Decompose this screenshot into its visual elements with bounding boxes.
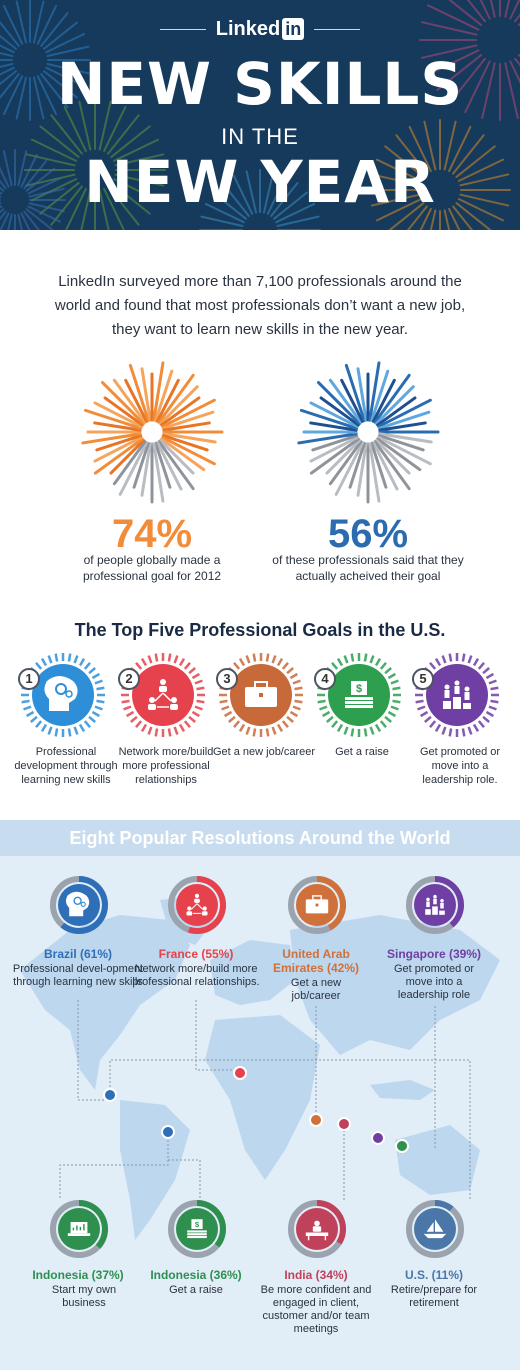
header-banner: Linked in NEW SKILLS IN THE NEW YEAR [0, 0, 520, 230]
goal-label: Network more/build more professional rel… [118, 746, 214, 786]
resolution-text: Start my own business [51, 1284, 117, 1309]
resolution-country: Indonesia (37%) [32, 1268, 124, 1282]
laptop-icon [50, 1200, 108, 1258]
resolution-text: Retire/prepare for retirement [390, 1284, 478, 1309]
resolution-text: Get a new job/career [290, 977, 342, 1002]
money-icon: $ [317, 653, 401, 737]
resolution-country: France (55%) [158, 947, 234, 961]
resolution-country: India (34%) [284, 1268, 348, 1282]
goal-number: 2 [118, 668, 140, 690]
goal-label: Get a raise [335, 746, 389, 758]
goal-label: Get a new job/career [212, 746, 316, 758]
headline-line1: NEW SKILLS [56, 50, 464, 118]
goal-number: 5 [412, 668, 434, 690]
podium-icon [406, 876, 464, 934]
head-gears-icon [50, 876, 108, 934]
world-title: Eight Popular Resolutions Around the Wor… [0, 820, 520, 856]
sailboat-icon [406, 1200, 464, 1258]
stat-74-description: of people globally made a professional g… [82, 553, 222, 583]
goals-title: The Top Five Professional Goals in the U… [74, 620, 446, 640]
head-gears-icon [21, 653, 105, 737]
network-people-icon [121, 653, 205, 737]
podium-icon [415, 653, 499, 737]
money-icon: $ [168, 1200, 226, 1258]
resolution-text: Be more confident and engaged in client,… [260, 1284, 372, 1335]
goal-number: 4 [314, 668, 336, 690]
goal-label: Professional development through learnin… [14, 746, 118, 786]
resolution-country: Singapore (39%) [386, 947, 482, 961]
world-map [20, 895, 500, 1240]
stat-56-value: 56% [327, 512, 409, 556]
network-people-icon [168, 876, 226, 934]
resolution-text: Professional devel-opment through learni… [12, 963, 144, 988]
svg-text:$: $ [195, 1220, 200, 1229]
briefcase-icon [288, 876, 346, 934]
headline-line3: NEW YEAR [84, 148, 436, 216]
goal-label: Get promoted or move into a leadership r… [419, 746, 501, 786]
resolution-country: U.S. (11%) [404, 1268, 464, 1282]
linkedin-logo: Linked in [0, 18, 520, 41]
world-section: Eight Popular Resolutions Around the Wor… [0, 820, 520, 1370]
meeting-icon [288, 1200, 346, 1258]
resolution-text: Get promoted or move into a leadership r… [393, 963, 475, 1001]
stat-56-description: of these professionals said that they ac… [272, 553, 464, 583]
resolution-text: Get a raise [169, 1284, 223, 1296]
fireworks-decoration [0, 0, 520, 230]
intro-text: LinkedIn surveyed more than 7,100 profes… [54, 273, 466, 338]
headline-line2: IN THE [221, 124, 299, 149]
goal-number: 3 [216, 668, 238, 690]
svg-text:$: $ [356, 683, 362, 695]
stat-74-value: 74% [111, 512, 193, 556]
resolution-text: Network more/build more professional rel… [132, 963, 260, 988]
resolution-country: Indonesia (36%) [150, 1268, 242, 1282]
resolution-country: United Arab Emirates (42%) [272, 947, 360, 975]
resolution-country: Brazil (61%) [43, 947, 113, 961]
briefcase-icon [219, 653, 303, 737]
goal-number: 1 [18, 668, 40, 690]
burst-74-icon [81, 361, 224, 504]
burst-56-icon [297, 361, 440, 504]
